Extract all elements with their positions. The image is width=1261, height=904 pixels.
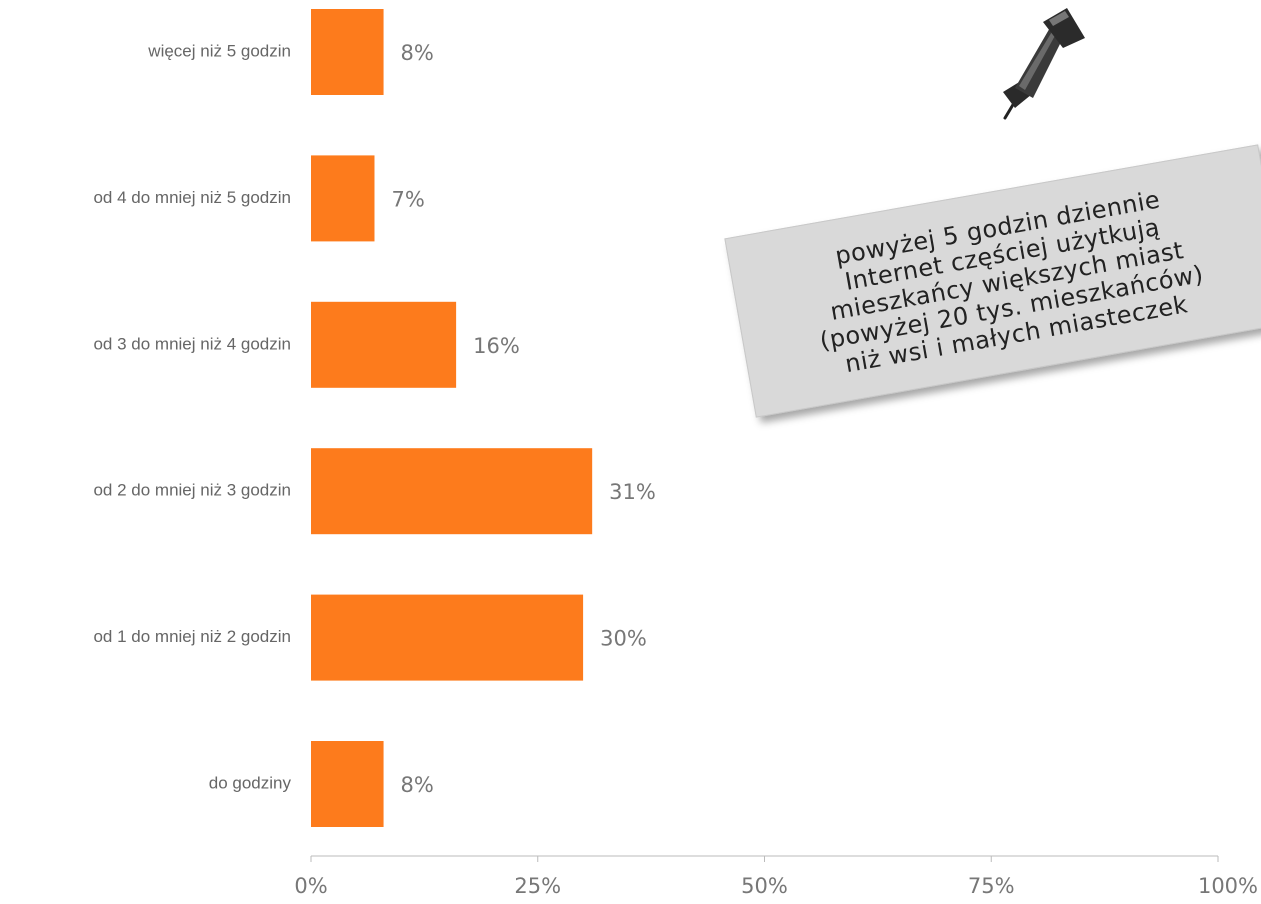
- value-label: 7%: [391, 187, 424, 211]
- x-tick-label: 75%: [968, 874, 1015, 898]
- category-label: od 2 do mniej niż 3 godzin: [93, 481, 291, 500]
- value-label: 30%: [600, 627, 647, 651]
- bar: [311, 9, 384, 95]
- x-tick-label: 100%: [1198, 874, 1258, 898]
- bar: [311, 155, 375, 242]
- pushpin-icon: [1003, 8, 1085, 120]
- bar: [311, 301, 457, 388]
- x-tick-label: 0%: [294, 874, 327, 898]
- category-label: od 4 do mniej niż 5 godzin: [93, 188, 291, 207]
- category-label: więcej niż 5 godzin: [147, 41, 291, 60]
- x-axis: 0% 25% 50% 75% 100%: [294, 855, 1258, 898]
- bar: [311, 594, 584, 681]
- bar: [311, 448, 593, 535]
- value-label: 16%: [473, 334, 520, 358]
- value-label: 8%: [401, 41, 434, 65]
- category-label: do godziny: [209, 773, 292, 792]
- category-label: od 1 do mniej niż 2 godzin: [93, 627, 291, 646]
- value-label: 8%: [401, 773, 434, 797]
- category-label: od 3 do mniej niż 4 godzin: [93, 334, 291, 353]
- bar: [311, 741, 384, 827]
- bars-layer: więcej niż 5 godzin 8% od 4 do mniej niż 5…: [93, 9, 656, 827]
- value-label: 31%: [609, 480, 656, 504]
- x-tick-label: 25%: [514, 874, 561, 898]
- x-tick-label: 50%: [741, 874, 788, 898]
